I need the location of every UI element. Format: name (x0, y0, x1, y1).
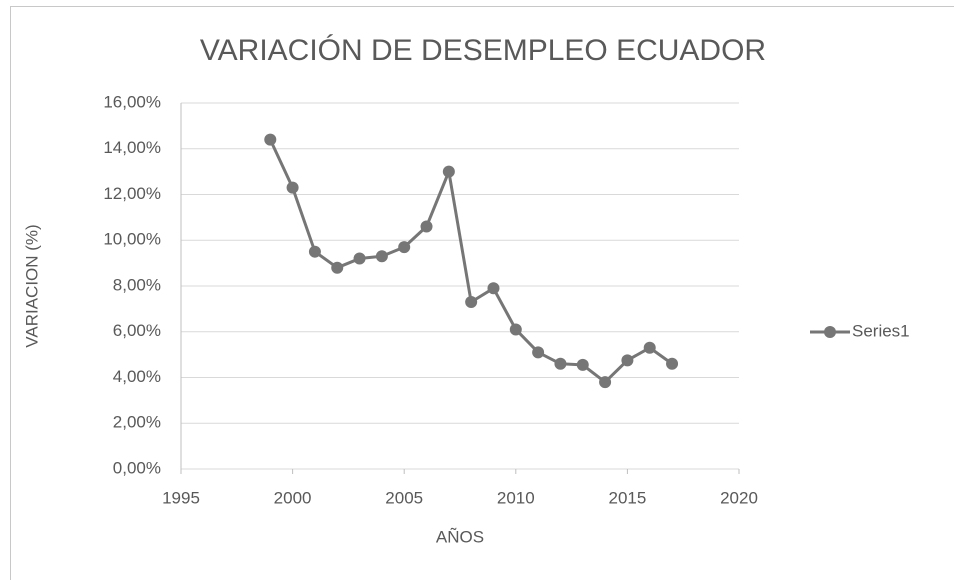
x-tick-label: 2005 (385, 488, 423, 507)
point (576, 358, 589, 371)
point (465, 296, 478, 309)
x-axis-label: AÑOS (436, 527, 484, 546)
point (599, 376, 612, 389)
y-tick-label: 6,00% (113, 321, 161, 340)
point (643, 341, 656, 354)
y-tick-label: 0,00% (113, 458, 161, 477)
point (420, 220, 433, 233)
y-tick-label: 8,00% (113, 275, 161, 294)
point (353, 252, 366, 265)
x-tick-label: 1995 (162, 488, 200, 507)
x-tick-label: 2010 (497, 488, 535, 507)
point (532, 346, 545, 359)
y-tick-label: 10,00% (103, 230, 161, 249)
x-tick-label: 2020 (720, 488, 758, 507)
legend-label: Series1 (852, 321, 910, 340)
point (331, 261, 344, 274)
point (487, 282, 500, 295)
legend-marker (824, 326, 836, 338)
series-line (268, 138, 673, 384)
y-axis-label: VARIACION (%) (22, 224, 41, 347)
point (264, 133, 277, 146)
point (398, 241, 411, 254)
y-tick-label: 2,00% (113, 413, 161, 432)
point (621, 354, 634, 367)
x-tick-label: 2015 (608, 488, 646, 507)
x-tick-label: 2000 (274, 488, 312, 507)
y-tick-label: 14,00% (103, 138, 161, 157)
chart-title: VARIACIÓN DE DESEMPLEO ECUADOR (200, 34, 766, 67)
y-tick-label: 16,00% (103, 92, 161, 111)
point (308, 245, 321, 258)
point (375, 250, 388, 263)
point (509, 323, 522, 336)
y-tick-label: 12,00% (103, 184, 161, 203)
point (442, 165, 455, 178)
chart-border (10, 6, 954, 580)
point (666, 357, 679, 370)
y-tick-label: 4,00% (113, 367, 161, 386)
point (286, 181, 299, 194)
point (554, 357, 567, 370)
